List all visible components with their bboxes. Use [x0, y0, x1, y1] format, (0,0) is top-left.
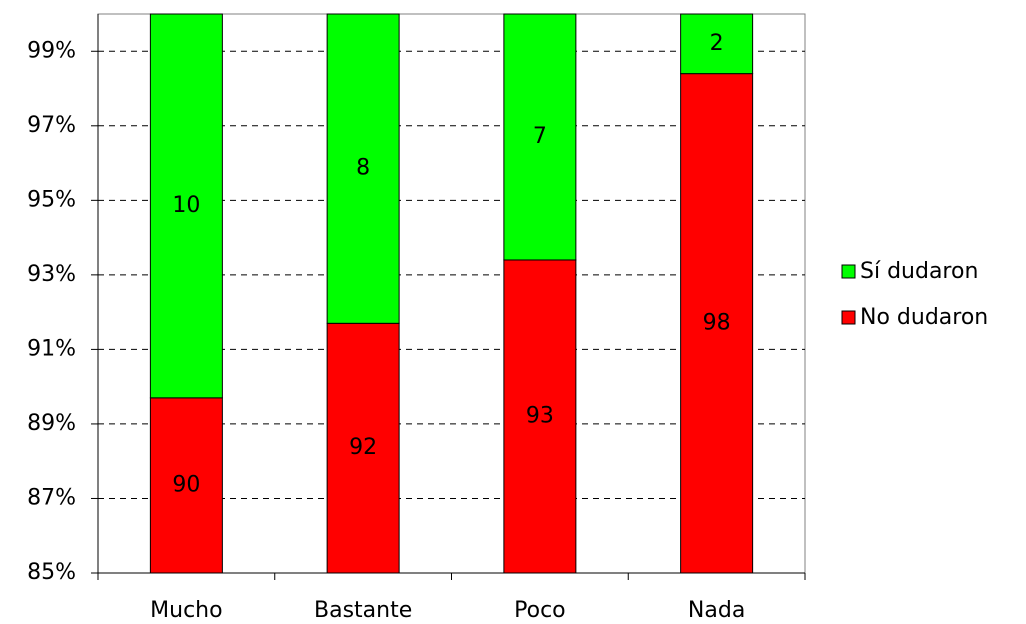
legend-swatch	[841, 264, 856, 279]
x-tick-label: Nada	[688, 598, 745, 623]
y-tick-label: 99%	[27, 38, 76, 63]
data-label: 2	[710, 31, 724, 56]
data-label: 7	[533, 124, 547, 149]
data-label: 93	[526, 403, 554, 428]
legend-label: No dudaron	[860, 305, 988, 330]
legend-swatch	[841, 310, 856, 325]
bar-segment	[326, 13, 400, 324]
bar-segment	[503, 13, 577, 261]
bar-segment	[326, 322, 400, 574]
legend-label: Sí dudaron	[860, 259, 978, 284]
data-label: 98	[703, 310, 731, 335]
y-tick-label: 97%	[27, 113, 76, 138]
y-tick-label: 87%	[27, 485, 76, 510]
data-label: 8	[356, 156, 370, 181]
y-tick-label: 85%	[27, 560, 76, 585]
x-tick-label: Bastante	[314, 598, 412, 623]
data-label: 10	[172, 193, 200, 218]
y-tick-label: 91%	[27, 336, 76, 361]
y-tick-label: 89%	[27, 411, 76, 436]
y-tick-label: 95%	[27, 187, 76, 212]
x-tick-label: Mucho	[150, 598, 222, 623]
bar-segment	[149, 397, 223, 574]
y-tick-label: 93%	[27, 262, 76, 287]
bar-segment	[149, 13, 223, 399]
bar-segment	[503, 259, 577, 574]
x-tick-label: Poco	[514, 598, 566, 623]
bar-segment	[680, 13, 754, 75]
data-label: 92	[349, 435, 377, 460]
data-label: 90	[172, 472, 200, 497]
